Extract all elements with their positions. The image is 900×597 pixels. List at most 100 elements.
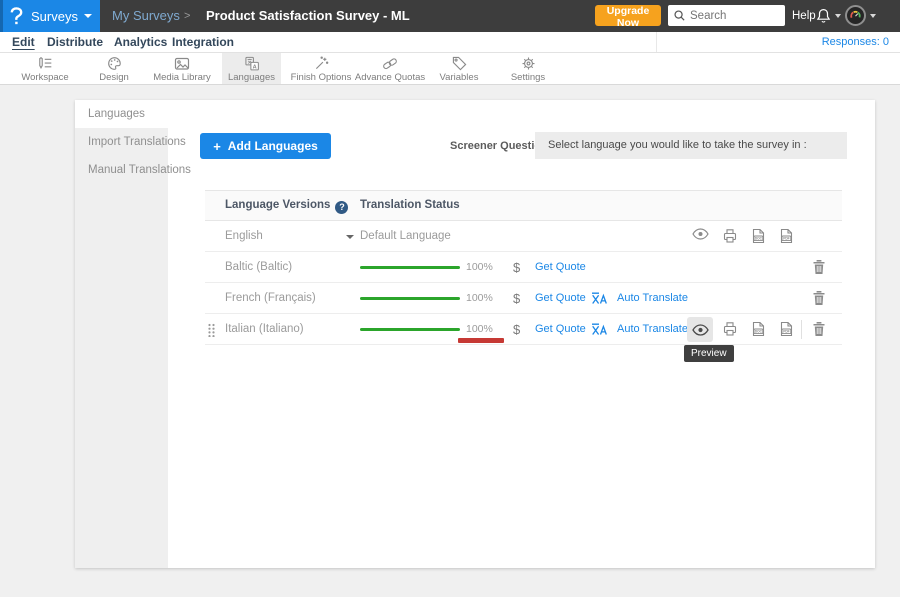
doc-glyph: DOC [755,237,763,241]
screener-question-field[interactable]: Select language you would like to take t… [535,132,847,159]
tab-analytics[interactable]: Analytics [114,35,168,49]
get-quote-link[interactable]: Get Quote [535,292,586,304]
preview-tooltip: Preview [684,345,734,362]
chevron-down-icon[interactable] [346,235,354,239]
plus-icon: + [213,138,221,154]
export-pdf-icon[interactable]: PDF [779,321,795,337]
table-row-english: English Default Language DOC [205,221,842,252]
responses-count[interactable]: Responses: 0 [821,36,889,48]
product-menu[interactable]: Surveys [0,0,100,32]
export-pdf-icon[interactable]: PDF [779,228,795,244]
sidebar-item-manual-translations[interactable]: Manual Translations [88,164,191,176]
dollar-icon[interactable]: $ [513,322,521,337]
get-quote-link[interactable]: Get Quote [535,323,586,335]
languages-sidebar: Languages Import Translations Manual Tra… [75,100,191,568]
design-palette-icon [107,53,122,71]
search-icon [673,9,686,22]
delete-trash-icon[interactable] [812,290,826,306]
account-avatar[interactable] [845,5,866,26]
auto-translate-icon[interactable] [591,292,608,305]
top-navbar: Surveys My Surveys > Product Satisfactio… [0,0,900,32]
toolbar-label: Finish Options [290,72,352,83]
media-library-icon [174,53,190,71]
export-doc-icon[interactable]: DOC [751,321,767,337]
magic-wand-icon [314,53,329,71]
product-menu-label: Surveys [31,8,78,24]
global-search [668,5,785,26]
workspace-icon [38,53,53,71]
doc-glyph: DOC [755,330,763,334]
languages-icon: A [244,53,260,71]
get-quote-link[interactable]: Get Quote [535,261,586,273]
translation-progress-bar [360,266,460,269]
add-languages-label: Add Languages [227,139,318,153]
toolbar-item-finish-options[interactable]: Finish Options [286,53,356,84]
progress-percent: 100% [466,323,493,335]
toolbar-item-settings[interactable]: Settings [500,53,556,84]
sidebar-item-import-translations[interactable]: Import Translations [88,136,186,148]
auto-translate-icon[interactable] [591,323,608,336]
progress-percent: 100% [466,261,493,273]
toolbar-label: Workspace [21,72,69,83]
export-doc-icon[interactable]: DOC [751,228,767,244]
col-translation-status: Translation Status [360,199,460,211]
toolbar-item-languages[interactable]: A Languages [222,53,281,84]
add-languages-button[interactable]: + Add Languages [200,133,331,159]
edit-toolbar: Workspace Design Media Library A [0,53,900,133]
toolbar-item-design[interactable]: Design [84,53,144,84]
screener-question-label: Screener Question : [450,140,555,152]
survey-nav-tabs: Edit Distribute Analytics Integration Re… [0,32,900,53]
nav-divider [656,32,657,52]
auto-translate-link[interactable]: Auto Translate [617,292,688,304]
tag-icon [452,53,467,71]
preview-eye-button[interactable] [687,317,713,342]
tab-integration[interactable]: Integration [172,35,234,49]
toolbar-item-variables[interactable]: Variables [436,53,482,84]
survey-title: Product Satisfaction Survey - ML [206,8,410,23]
preview-eye-icon[interactable] [692,228,709,240]
tab-distribute[interactable]: Distribute [47,35,104,49]
dollar-icon[interactable]: $ [513,260,521,275]
toolbar-label: Media Library [153,72,211,83]
languages-table: Language Versions? Translation Status En… [205,190,842,362]
print-icon[interactable] [722,321,738,337]
toolbar-item-media-library[interactable]: Media Library [148,53,216,84]
sidebar-item-languages[interactable]: Languages [75,100,168,128]
drag-handle-icon[interactable] [207,323,216,337]
help-link[interactable]: Help [792,10,816,22]
language-name: Baltic (Baltic) [225,261,293,273]
toolbar-label: Settings [510,72,546,83]
language-name: Italian (Italiano) [225,323,304,335]
language-name: French (Français) [225,292,316,304]
toolbar-label: Variables [439,72,479,83]
breadcrumb-my-surveys[interactable]: My Surveys [112,8,180,23]
upgrade-now-button[interactable]: Upgrade Now [595,5,661,29]
delete-trash-icon[interactable] [812,259,826,275]
translation-progress-bar [360,297,460,300]
default-language-label: Default Language [360,230,451,242]
avatar-caret-icon[interactable] [870,14,876,18]
languages-panel: Languages Import Translations Manual Tra… [75,100,875,568]
toolbar-label: Languages [227,72,276,83]
print-icon[interactable] [722,228,738,244]
search-input[interactable] [690,9,778,22]
notifications-bell-icon[interactable] [816,8,831,24]
questionpro-logo-icon [9,7,24,25]
bell-caret-icon[interactable] [835,14,841,18]
toolbar-item-workspace[interactable]: Workspace [12,53,78,84]
red-underline-annotation [458,338,504,343]
toolbar-label: Design [99,72,129,83]
delete-trash-icon[interactable] [812,321,826,337]
progress-percent: 100% [466,292,493,304]
table-row-french: French (Français) 100% $ Get Quote Auto … [205,283,842,314]
table-row-italian: Italian (Italiano) 100% $ Get Quote Auto… [205,314,842,345]
dollar-icon[interactable]: $ [513,291,521,306]
auto-translate-link[interactable]: Auto Translate [617,323,688,335]
lang-a-glyph: A [252,64,256,70]
help-icon[interactable]: ? [335,201,349,214]
language-name: English [225,230,263,242]
toolbar-item-advance-quotas[interactable]: Advance Quotas [352,53,428,84]
translation-progress-bar [360,328,460,331]
chevron-down-icon [83,14,92,18]
tab-edit[interactable]: Edit [12,35,35,49]
